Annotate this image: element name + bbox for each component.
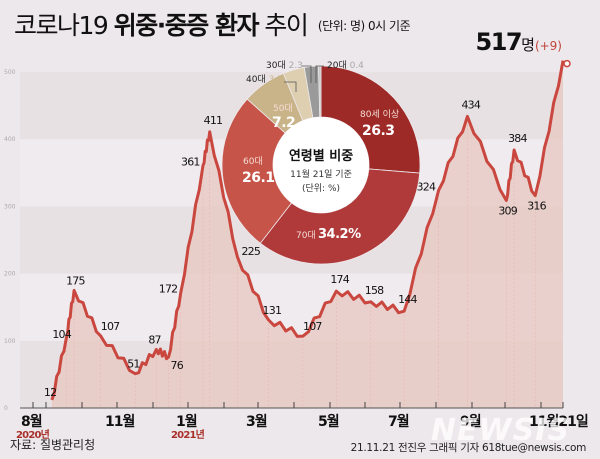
x-tick-label: 3월: [246, 413, 267, 430]
slice-label: 60대: [243, 156, 263, 167]
data-point-label: 12: [44, 386, 56, 399]
title-suffix: 추이: [264, 11, 309, 40]
donut-chart: 연령별 비중 11월 21일 기준 (단위: %) 80세 이상 26.3 70대 34.2…: [221, 60, 421, 265]
page-title: 코로나19 위중·중증 환자 추이 (단위: 명) 0시 기준: [14, 6, 411, 42]
data-point-label: 87: [148, 334, 161, 347]
data-point-label: 411: [204, 114, 223, 127]
small-slice-label: 40대 3.5: [246, 74, 283, 85]
data-point-label: 225: [241, 245, 260, 258]
data-point-label: 309: [498, 204, 517, 217]
y-tick-label: 300: [4, 203, 16, 210]
year-label: 2021년: [171, 428, 205, 441]
unit-note: (단위: 명) 0시 기준: [317, 19, 411, 33]
area-fill: [51, 60, 564, 408]
latest-value: 517명(+9): [476, 28, 562, 56]
slice-value: 26.1: [242, 170, 275, 186]
slice-label: 50대: [273, 103, 293, 114]
x-tick-label: 8월: [21, 413, 42, 430]
slice-label: 80세 이상: [360, 109, 399, 120]
data-point-label: 172: [159, 282, 178, 295]
small-slice-label: 20대 0.4: [327, 60, 364, 71]
data-point-label: 76: [171, 359, 184, 372]
x-tick-label: 7월: [388, 413, 409, 430]
x-tick-label: 11월: [105, 413, 134, 430]
watermark: NEWSIS: [430, 413, 570, 448]
y-axis-ticks: 0 100 200 300 400 500: [4, 69, 16, 412]
data-point-label: 434: [461, 98, 480, 111]
x-tick-label: 9월: [460, 413, 481, 430]
data-point-label: 104: [52, 328, 71, 341]
data-point-label: 107: [303, 320, 322, 333]
slice-value: 7.2: [272, 115, 295, 131]
donut-hole: [273, 117, 369, 213]
latest-point-marker: [563, 59, 571, 68]
data-point-label: 316: [527, 200, 546, 213]
data-point-label: 384: [508, 132, 527, 145]
x-axis: 8월 11월 1월 3월 5월 7월 9월 11월21일 2020년 2021년: [16, 402, 589, 441]
y-tick-label: 500: [4, 69, 16, 76]
data-point-label: 51: [127, 358, 139, 371]
source-note: 자료: 질병관리청: [10, 438, 96, 452]
title-prefix: 코로나19: [14, 11, 109, 40]
data-labels: 12 104 175 107 51 87 76 172 361 411 225 131 107 174 15…: [44, 98, 548, 399]
small-slice-label: 30대 2.3: [266, 60, 303, 71]
latest-number: 517: [475, 28, 523, 56]
y-tick-label: 100: [4, 338, 16, 345]
latest-delta: (+9): [534, 39, 562, 53]
slice-value: 26.3: [362, 123, 395, 139]
year-label: 2020년: [16, 428, 50, 441]
data-point-label: 131: [263, 304, 282, 317]
data-point-label: 361: [181, 155, 200, 168]
slice-label: 70대: [296, 230, 316, 241]
donut-unit: (단위: %): [302, 183, 340, 194]
data-line: [50, 60, 565, 401]
x-tick-label: 1월: [176, 413, 197, 430]
data-point-label: 158: [365, 284, 384, 297]
data-point-label: 324: [417, 180, 436, 193]
y-tick-label: 0: [4, 405, 8, 412]
data-point-label: 107: [101, 320, 120, 333]
donut-subtitle: 11월 21일 기준: [290, 168, 352, 180]
data-point-label: 174: [330, 273, 349, 286]
data-point-label: 144: [398, 293, 417, 306]
slice-value: 34.2%: [318, 227, 361, 242]
x-tick-label: 11월21일: [529, 413, 588, 430]
latest-unit: 명: [521, 36, 535, 54]
y-tick-label: 400: [4, 136, 16, 143]
data-point-label: 175: [66, 274, 85, 287]
x-tick-label: 5월: [318, 413, 339, 430]
donut-title: 연령별 비중: [289, 148, 353, 164]
credit-note: 21.11.21 전진우 그래픽 기자 618tue@newsis.com: [350, 442, 587, 454]
y-tick-label: 200: [4, 271, 16, 278]
title-bold: 위중·중증 환자: [113, 11, 260, 40]
